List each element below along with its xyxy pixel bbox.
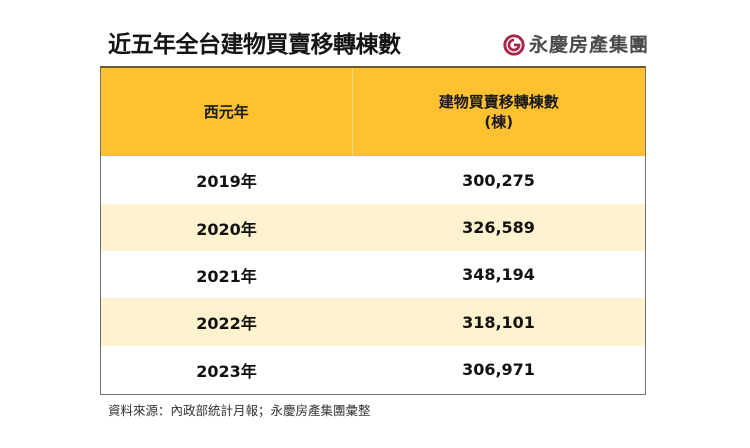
page-title: 近五年全台建物買賣移轉棟數 [108,32,401,58]
column-header-count: 建物買賣移轉棟數 (棟) [352,68,645,156]
table-row: 2023年 306,971 [101,346,645,393]
cell-count: 348,194 [352,251,645,298]
cell-count: 306,971 [352,346,645,393]
cell-count: 318,101 [352,298,645,346]
brand-logo: 永慶房產集團 [503,33,649,57]
cell-count: 300,275 [352,156,645,204]
data-table: 西元年 建物買賣移轉棟數 (棟) 2019年 300,275 2020年 326… [100,66,646,395]
cell-year: 2020年 [101,204,352,251]
yungching-spiral-logo-icon [503,34,525,56]
table-row: 2022年 318,101 [101,298,645,346]
cell-year: 2021年 [101,251,352,298]
source-note: 資料來源：內政部統計月報；永慶房產集團彙整 [108,403,371,418]
table-header-row: 西元年 建物買賣移轉棟數 (棟) [101,68,645,156]
column-header-year: 西元年 [101,68,353,156]
column-header-count-unit: (棟) [484,113,514,131]
cell-year: 2022年 [101,298,352,346]
cell-year: 2019年 [101,156,352,204]
table-row: 2021年 348,194 [101,251,645,298]
table-row: 2020年 326,589 [101,204,645,251]
column-header-count-label: 建物買賣移轉棟數 [438,93,559,111]
brand-name: 永慶房產集團 [529,34,650,56]
table-row: 2019年 300,275 [101,156,645,204]
cell-year: 2023年 [101,346,352,393]
cell-count: 326,589 [352,204,645,251]
